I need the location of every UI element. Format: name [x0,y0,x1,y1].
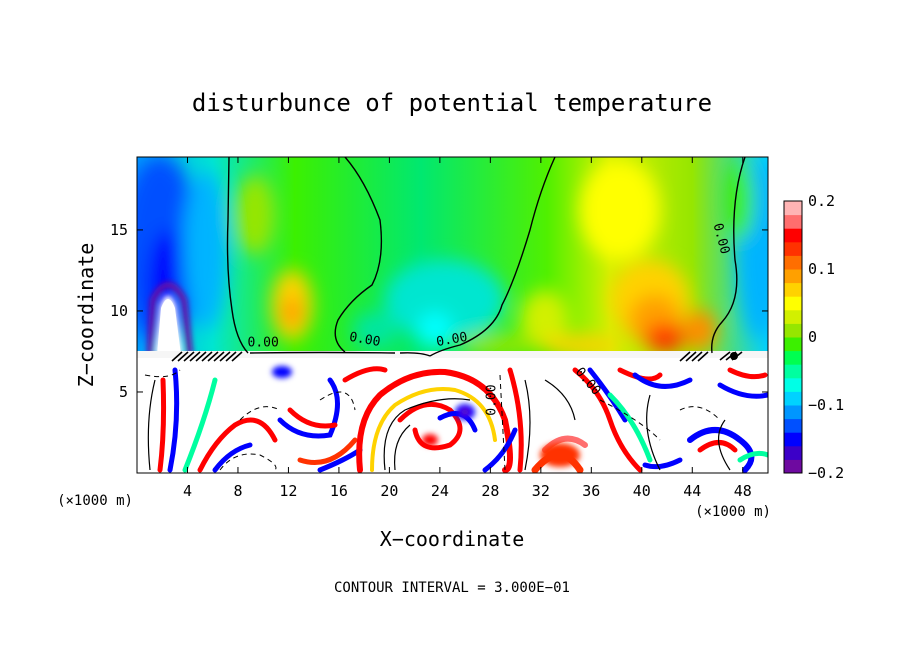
x-tick-label: 4 [183,482,192,500]
chart-title: disturbunce of potential temperature [192,89,712,117]
x-tick-label: 40 [633,482,651,500]
colorbar-swatch [784,432,802,447]
colorbar-tick-label: −0.1 [808,396,844,414]
x-tick-label: 44 [683,482,701,500]
y-tick-label: 15 [110,221,128,239]
colorbar-swatch [784,350,802,365]
colorbar-swatch [784,405,802,420]
colorbar-swatch [784,296,802,311]
low-temp-core [157,299,181,355]
colorbar: 0.2 0.1 0 −0.1 −0.2 [783,192,844,482]
colorbar-swatch [784,269,802,284]
x-unit-right: (×1000 m) [695,504,771,520]
x-tick-label: 24 [431,482,449,500]
zero-contours [226,157,746,357]
contour-interval-label: CONTOUR INTERVAL = 3.000E−01 [334,580,570,596]
contour-label: 0.00 [248,336,279,351]
colorbar-swatch [784,445,802,460]
colorbar-swatch [784,418,802,433]
contour-label: 0.00 [348,330,381,350]
lower-eddy-spots [272,366,580,467]
x-axis: 4 8 12 16 20 24 28 32 36 40 44 48 [183,157,752,500]
x-tick-label: 20 [380,482,398,500]
colorbar-swatch [784,201,802,216]
colorbar-swatch [784,309,802,324]
colorbar-swatch [784,391,802,406]
x-tick-label: 8 [233,482,242,500]
colorbar-swatch [784,241,802,256]
colorbar-frame [783,200,803,474]
colorbar-tick-label: 0.1 [808,260,835,278]
y-axis: 5 10 15 [110,221,768,401]
y-tick-label: 5 [119,383,128,401]
x-tick-label: 16 [330,482,348,500]
colorbar-swatch [784,214,802,229]
heatmap-field [137,157,768,473]
colorbar-swatch [784,282,802,297]
colorbar-swatch [784,337,802,352]
colorbar-swatch [784,255,802,270]
contour-label: 0.00 [435,330,468,350]
colorbar-tick-label: 0 [808,328,817,346]
x-unit-left: (×1000 m) [57,493,133,509]
interface-dot [730,352,738,360]
colorbar-swatch [784,364,802,379]
x-tick-label: 48 [734,482,752,500]
x-tick-label: 12 [279,482,297,500]
plot-frame [136,156,769,474]
x-axis-label: X−coordinate [380,527,525,551]
colorbar-swatch [784,377,802,392]
colorbar-swatch [784,228,802,243]
colorbar-swatch [784,323,802,338]
dashed-contours [144,369,721,471]
x-tick-label: 36 [582,482,600,500]
solid-contours [147,379,731,471]
y-axis-label: Z−coordinate [74,243,98,388]
x-tick-label: 28 [481,482,499,500]
y-tick-label: 10 [110,302,128,320]
x-tick-label: 32 [532,482,550,500]
interface-hatching [171,351,743,362]
contour-label: 0.00 [484,384,499,415]
colorbar-tick-label: −0.2 [808,464,844,482]
interface-band [137,351,768,358]
colorbar-swatch [784,459,802,474]
colorbar-tick-label: 0.2 [808,192,835,210]
lower-eddies [157,366,768,473]
